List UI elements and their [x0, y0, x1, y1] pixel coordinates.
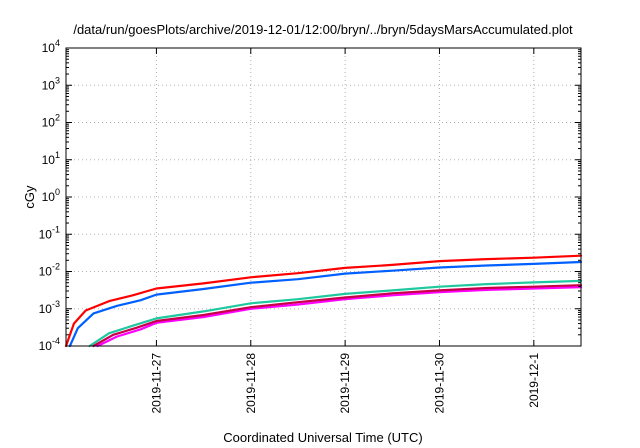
series-line	[96, 286, 583, 348]
y-tick-exponent: 1	[55, 150, 60, 160]
series-line	[68, 260, 583, 348]
chart-title: /data/run/goesPlots/archive/2019-12-01/1…	[73, 22, 573, 37]
y-tick-base: 10	[42, 190, 56, 204]
y-tick-label: 10-2	[39, 262, 60, 279]
y-tick-base: 10	[42, 78, 56, 92]
y-tick-base: 10	[39, 302, 53, 316]
y-tick-base: 10	[42, 41, 56, 55]
y-tick-label: 10-1	[39, 224, 60, 241]
series-line	[88, 279, 583, 348]
y-tick-exponent: -3	[52, 299, 60, 309]
y-tick-label: 103	[42, 75, 60, 92]
y-tick-label: 101	[42, 150, 60, 167]
x-tick-label: 2019-11-29	[338, 353, 352, 414]
y-tick-exponent: 3	[55, 75, 60, 85]
x-tick-label: 2019-11-30	[432, 353, 446, 414]
y-tick-label: 102	[42, 113, 60, 130]
y-tick-exponent: -2	[52, 262, 60, 272]
y-tick-label: 100	[42, 187, 60, 204]
ticks	[66, 47, 581, 347]
y-axis-label: cGy	[22, 185, 37, 209]
x-tick-label: 2019-11-28	[244, 353, 258, 414]
y-tick-exponent: 2	[55, 113, 60, 123]
series-layer	[64, 254, 583, 348]
y-tick-label: 10-4	[39, 336, 60, 353]
y-tick-base: 10	[39, 265, 53, 279]
y-tick-exponent: 0	[55, 187, 60, 197]
y-tick-base: 10	[39, 339, 53, 353]
x-tick-labels: 2019-11-27 2019-11-28 2019-11-29 2019-11-30…	[149, 353, 540, 414]
x-tick-label: 2019-12-1	[527, 353, 541, 408]
y-tick-exponent: -4	[52, 336, 60, 346]
y-tick-base: 10	[42, 116, 56, 130]
series-line	[64, 254, 583, 348]
y-tick-exponent: -1	[52, 224, 60, 234]
x-axis-label: Coordinated Universal Time (UTC)	[223, 430, 422, 445]
y-tick-base: 10	[42, 153, 56, 167]
y-tick-base: 10	[39, 227, 53, 241]
grid	[66, 47, 581, 347]
y-tick-exponent: 4	[55, 38, 60, 48]
series-line	[92, 284, 583, 348]
y-tick-label: 104	[42, 38, 60, 55]
x-tick-label: 2019-11-27	[149, 353, 163, 414]
y-tick-label: 10-3	[39, 299, 60, 316]
